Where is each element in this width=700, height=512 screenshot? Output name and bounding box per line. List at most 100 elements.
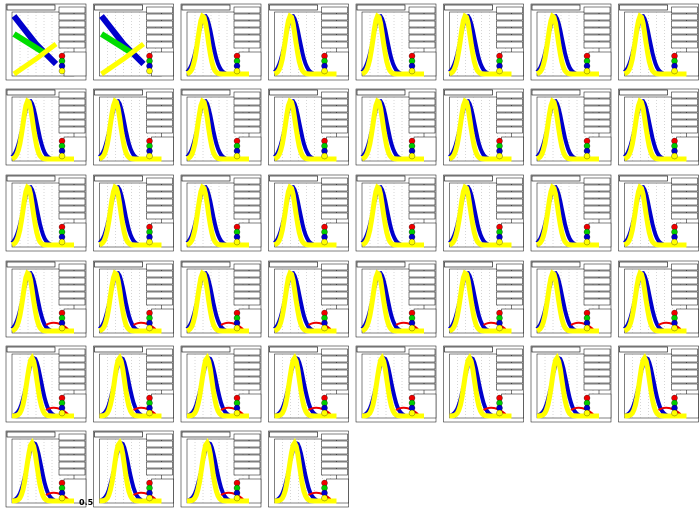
- legend-box: [496, 348, 523, 356]
- legend-box: [233, 369, 261, 377]
- legend-box: [58, 298, 86, 306]
- legend-box: [408, 184, 436, 192]
- yellow-curve: [361, 183, 424, 248]
- yellow-curve: [536, 97, 599, 162]
- title-box: [619, 261, 668, 268]
- legend-box: [146, 440, 173, 448]
- legend-box: [146, 277, 173, 285]
- legend-box: [496, 27, 523, 35]
- legend-box: [233, 348, 261, 356]
- legend-box: [233, 355, 261, 363]
- marker-dot: [408, 152, 416, 160]
- legend-box: [321, 369, 348, 377]
- legend-box: [583, 383, 611, 391]
- yellow-curve: [536, 183, 599, 248]
- legend-box: [496, 126, 523, 134]
- legend-box: [671, 13, 698, 21]
- legend-box: [321, 105, 348, 113]
- yellow-curve: [623, 269, 687, 334]
- legend-box: [146, 270, 173, 278]
- red-curve: [220, 406, 244, 415]
- yellow-curve: [273, 12, 337, 77]
- legend-box: [233, 461, 261, 469]
- legend-box: [408, 376, 436, 384]
- legend-box: [496, 298, 523, 306]
- legend-box: [496, 34, 523, 42]
- yellow-curve: [100, 42, 145, 77]
- yellow-curve: [98, 269, 162, 334]
- title-box: [94, 431, 143, 438]
- legend-box: [58, 177, 86, 185]
- title-box: [531, 175, 581, 182]
- legend-box: [58, 263, 86, 271]
- legend-box: [58, 355, 86, 363]
- yellow-curve: [12, 42, 58, 77]
- legend-box: [58, 191, 86, 199]
- legend-box: [583, 105, 611, 113]
- legend-box: [58, 454, 86, 462]
- legend-box: [58, 6, 86, 14]
- legend-box: [233, 263, 261, 271]
- marker-dot: [321, 67, 328, 75]
- legend-box: [496, 212, 523, 220]
- yellow-curve: [11, 438, 74, 504]
- legend-box: [408, 212, 436, 220]
- legend-box: [496, 191, 523, 199]
- legend-box: [583, 119, 611, 127]
- legend-box: [233, 270, 261, 278]
- legend-box: [583, 13, 611, 21]
- yellow-curve: [274, 438, 337, 504]
- marker-dot: [233, 67, 241, 75]
- legend-box: [671, 126, 698, 134]
- legend-box: [496, 383, 523, 391]
- legend-box: [408, 126, 436, 134]
- histogram-panel: [530, 260, 612, 338]
- legend-box: [408, 369, 436, 377]
- legend-box: [496, 205, 523, 213]
- legend-box: [58, 440, 86, 448]
- legend-box: [146, 298, 173, 306]
- title-box: [269, 346, 318, 353]
- marker-dot: [583, 152, 591, 160]
- histogram-panel: [180, 260, 262, 338]
- marker-dot: [583, 409, 591, 417]
- legend-box: [321, 291, 348, 299]
- legend-box: [321, 41, 348, 49]
- legend-box: [496, 277, 523, 285]
- blue-curve: [99, 14, 146, 67]
- legend-box: [233, 126, 261, 134]
- legend-box: [58, 198, 86, 206]
- legend-box: [146, 383, 173, 391]
- green-curve: [99, 31, 136, 57]
- legend-box: [233, 433, 261, 441]
- legend-box: [408, 112, 436, 120]
- yellow-curve: [449, 353, 512, 419]
- legend-box: [146, 191, 173, 199]
- legend-box: [146, 98, 173, 106]
- marker-dot: [671, 152, 678, 160]
- legend-box: [233, 376, 261, 384]
- title-box: [181, 346, 231, 353]
- marker-dot: [233, 324, 241, 332]
- histogram-panel: [180, 430, 262, 508]
- red-curve: [132, 491, 157, 500]
- legend-box: [321, 376, 348, 384]
- legend-box: [58, 433, 86, 441]
- title-box: [531, 89, 581, 96]
- legend-box: [671, 277, 698, 285]
- legend-box: [146, 184, 173, 192]
- yellow-curve: [361, 353, 424, 419]
- histogram-panel: [618, 3, 699, 81]
- legend-box: [321, 6, 348, 14]
- legend-box: [58, 126, 86, 134]
- legend-box: [583, 112, 611, 120]
- marker-dot: [583, 324, 591, 332]
- marker-dot: [583, 67, 591, 75]
- legend-box: [496, 105, 523, 113]
- legend-box: [496, 13, 523, 21]
- legend-box: [146, 348, 173, 356]
- legend-box: [496, 119, 523, 127]
- yellow-curve: [186, 12, 249, 77]
- title-box: [444, 89, 493, 96]
- yellow-curve: [186, 438, 249, 504]
